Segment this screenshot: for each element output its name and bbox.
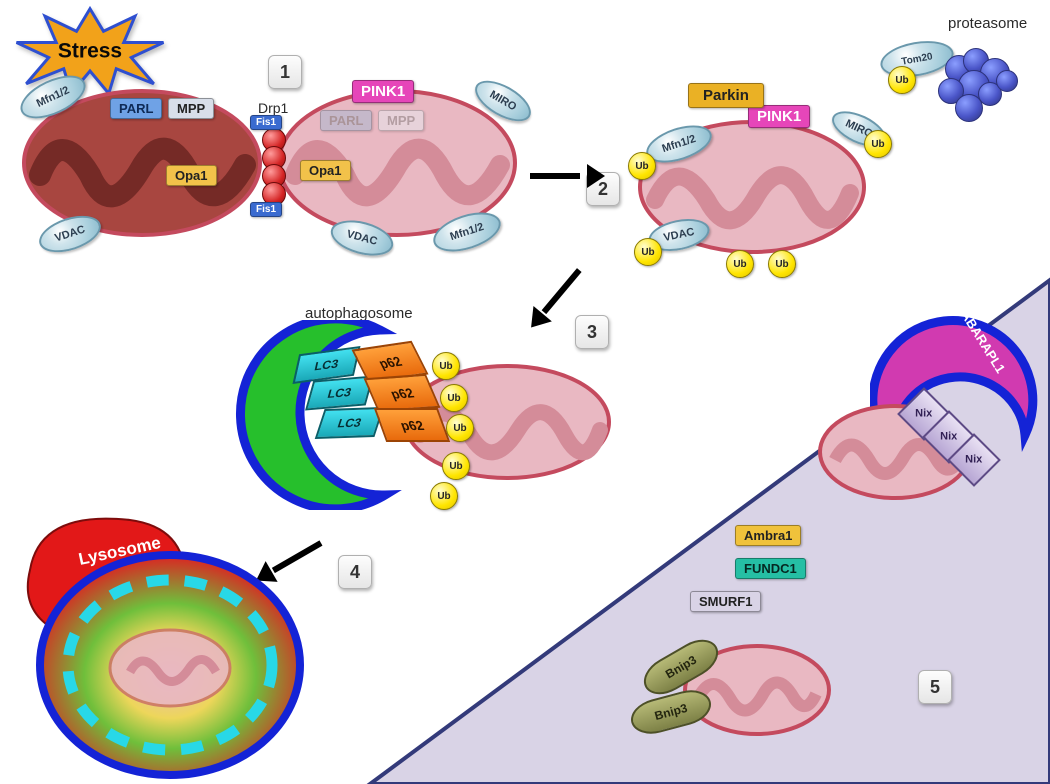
step-1: 1	[268, 55, 302, 89]
step-3: 3	[575, 315, 609, 349]
parkin: Parkin	[688, 83, 764, 108]
lc3: LC3	[315, 407, 385, 439]
svg-text:Stress: Stress	[58, 40, 122, 63]
parl-faded: PARL	[320, 110, 372, 131]
ub-dot: Ub	[442, 452, 470, 480]
arrow-1-2	[530, 173, 590, 179]
ub-dot: Ub	[432, 352, 460, 380]
parl-1: PARL	[110, 98, 162, 119]
ub-dot: Ub	[446, 414, 474, 442]
drp1-label: Drp1	[258, 100, 288, 116]
proteasome-label: proteasome	[948, 15, 1027, 32]
pink1-2: PINK1	[748, 105, 810, 128]
ub-dot: Ub	[864, 130, 892, 158]
fis1-a: Fis1	[250, 115, 282, 130]
ub-dot: Ub	[440, 384, 468, 412]
mpp-faded: MPP	[378, 110, 424, 131]
ub-dot: Ub	[768, 250, 796, 278]
opa1-b: Opa1	[300, 160, 351, 181]
ub-dot: Ub	[430, 482, 458, 510]
stress-starburst: Stress	[15, 5, 165, 95]
ub-dot: Ub	[634, 238, 662, 266]
ub-dot: Ub	[888, 66, 916, 94]
opa1-a: Opa1	[166, 165, 217, 186]
autolysosome: Lysosome	[20, 510, 310, 784]
ub-dot: Ub	[726, 250, 754, 278]
mpp-1: MPP	[168, 98, 214, 119]
step-5: 5	[918, 670, 952, 704]
smurf1: SMURF1	[690, 591, 761, 612]
fundc1: FUNDC1	[735, 558, 806, 579]
fis1-b: Fis1	[250, 202, 282, 217]
pink1-1: PINK1	[352, 80, 414, 103]
ub-dot: Ub	[628, 152, 656, 180]
ambra1: Ambra1	[735, 525, 801, 546]
step-4: 4	[338, 555, 372, 589]
p62: p62	[374, 408, 450, 442]
